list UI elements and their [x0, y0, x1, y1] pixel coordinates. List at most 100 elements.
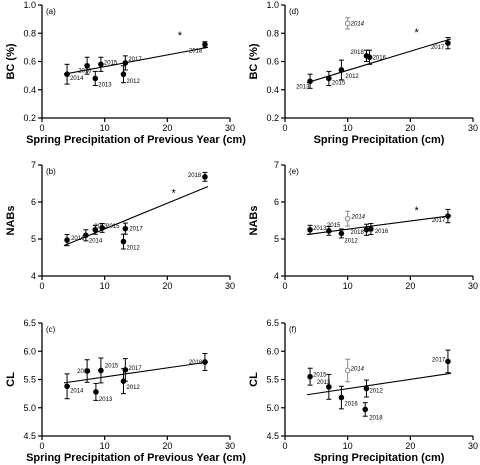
x-tick-label: 30 [468, 123, 478, 133]
point-label: 2014 [70, 388, 84, 394]
y-tick-label: 4 [31, 271, 36, 281]
chart-panel-e: 0 10 20 30 4 5 6 7 NABs (e) 2013 2015 2012 2014 2018 20… [248, 160, 478, 291]
point-label: 2013 [98, 82, 112, 88]
data-point [122, 367, 129, 373]
trend-line [306, 38, 452, 84]
x-tick-label: 10 [343, 441, 353, 451]
panel-label: (d) [289, 7, 299, 16]
data-point [363, 226, 370, 233]
point-label: 2017 [432, 357, 446, 363]
data-point [98, 367, 104, 374]
x-tick-label: 30 [225, 281, 235, 291]
data-point [307, 78, 313, 85]
point-label: 2017 [128, 366, 142, 372]
y-tick-label: 6 [31, 197, 36, 207]
point-label: 2018 [189, 360, 203, 366]
data-point [344, 20, 351, 27]
x-tick-label: 30 [468, 441, 478, 451]
point-label: 2018 [369, 415, 383, 421]
data-point [64, 71, 70, 78]
data-point [64, 383, 70, 390]
x-tick-label: 0 [39, 281, 44, 291]
point-label: 2016 [373, 55, 387, 61]
y-tick-label: 0.2 [266, 113, 279, 123]
point-label: 2013 [99, 397, 113, 403]
point-label: 2015 [327, 223, 341, 229]
point-label: 2015 [104, 60, 118, 66]
data-point [84, 368, 90, 374]
x-axis-label: Spring Precipitation (cm) [314, 134, 445, 146]
y-tick-label: 0.6 [23, 57, 36, 67]
y-tick-label: 7 [31, 160, 36, 170]
y-axis-label: CL [5, 372, 17, 387]
data-point [93, 389, 99, 395]
point-label: 2014 [350, 21, 365, 27]
significance-star: * [171, 187, 176, 199]
y-axis-label: CL [248, 372, 260, 387]
trend-line [63, 361, 209, 384]
y-tick-label: 5 [274, 234, 279, 244]
y-tick-label: 5 [31, 234, 36, 244]
x-tick-label: 10 [343, 123, 353, 133]
x-axis-label: Spring Precipitation of Previous Year (c… [26, 134, 246, 146]
point-label: 2016 [71, 236, 85, 242]
x-tick-label: 10 [343, 281, 353, 291]
point-label: 2013 [296, 84, 310, 90]
x-tick-label: 20 [162, 441, 172, 451]
point-label: 2012 [126, 79, 140, 85]
data-point [338, 230, 345, 237]
data-point [98, 61, 104, 68]
x-axis-label: Spring Precipitation of Previous Year (c… [26, 452, 246, 464]
y-tick-label: 6.0 [266, 346, 279, 356]
point-label: 2013 [313, 226, 327, 232]
y-axis-label: BC (%) [248, 43, 260, 79]
y-tick-label: 5.5 [23, 375, 36, 385]
x-tick-label: 20 [405, 441, 415, 451]
y-tick-label: 1.0 [266, 0, 279, 10]
data-point [120, 71, 127, 78]
y-tick-label: 7 [274, 160, 279, 170]
x-tick-label: 20 [162, 123, 172, 133]
x-tick-label: 20 [405, 123, 415, 133]
panel-label: (b) [46, 167, 56, 176]
point-label: 2016 [344, 402, 358, 408]
x-tick-label: 10 [100, 123, 110, 133]
point-label: 2018 [188, 173, 202, 179]
x-tick-label: 10 [100, 441, 110, 451]
point-label: 2014 [350, 366, 365, 372]
y-tick-label: 5.5 [266, 375, 279, 385]
y-tick-label: 5.0 [266, 403, 279, 413]
point-label: 2015 [105, 363, 119, 369]
y-tick-label: 0.6 [266, 57, 279, 67]
y-axis-label: BC (%) [5, 43, 17, 79]
y-tick-label: 6.5 [266, 318, 279, 328]
data-point [99, 225, 105, 231]
y-tick-label: 1.0 [23, 0, 36, 10]
panel-label: (e) [289, 167, 299, 176]
data-point [202, 359, 208, 365]
x-tick-label: 0 [282, 441, 287, 451]
significance-star: * [178, 30, 183, 42]
chart-panel-a: 0 10 20 30 0.2 0.4 0.6 0.8 1.0 BC (%) Spring Preci… [5, 0, 246, 146]
x-tick-label: 0 [39, 441, 44, 451]
point-label: 2013 [317, 380, 331, 386]
point-label: 2017 [432, 218, 446, 224]
y-tick-label: 0.2 [23, 113, 36, 123]
chart-panel-d: 0 10 20 30 0.2 0.4 0.6 0.8 1.0 BC (%) Spring Preci… [248, 0, 478, 146]
y-tick-label: 4 [274, 271, 279, 281]
point-label: 2016 [77, 369, 91, 375]
data-point [120, 238, 127, 245]
data-point [362, 406, 369, 413]
point-label: 2012 [126, 385, 140, 391]
x-tick-label: 0 [282, 123, 287, 133]
point-label: 2012 [345, 74, 359, 80]
point-label: 2018 [350, 230, 364, 236]
point-label: 2012 [344, 238, 358, 244]
y-tick-label: 4.5 [266, 431, 279, 441]
point-label: 2014 [70, 76, 84, 82]
data-point [307, 373, 313, 380]
data-point [445, 358, 451, 365]
y-tick-label: 6.5 [23, 318, 36, 328]
point-label: 2017 [431, 45, 445, 51]
